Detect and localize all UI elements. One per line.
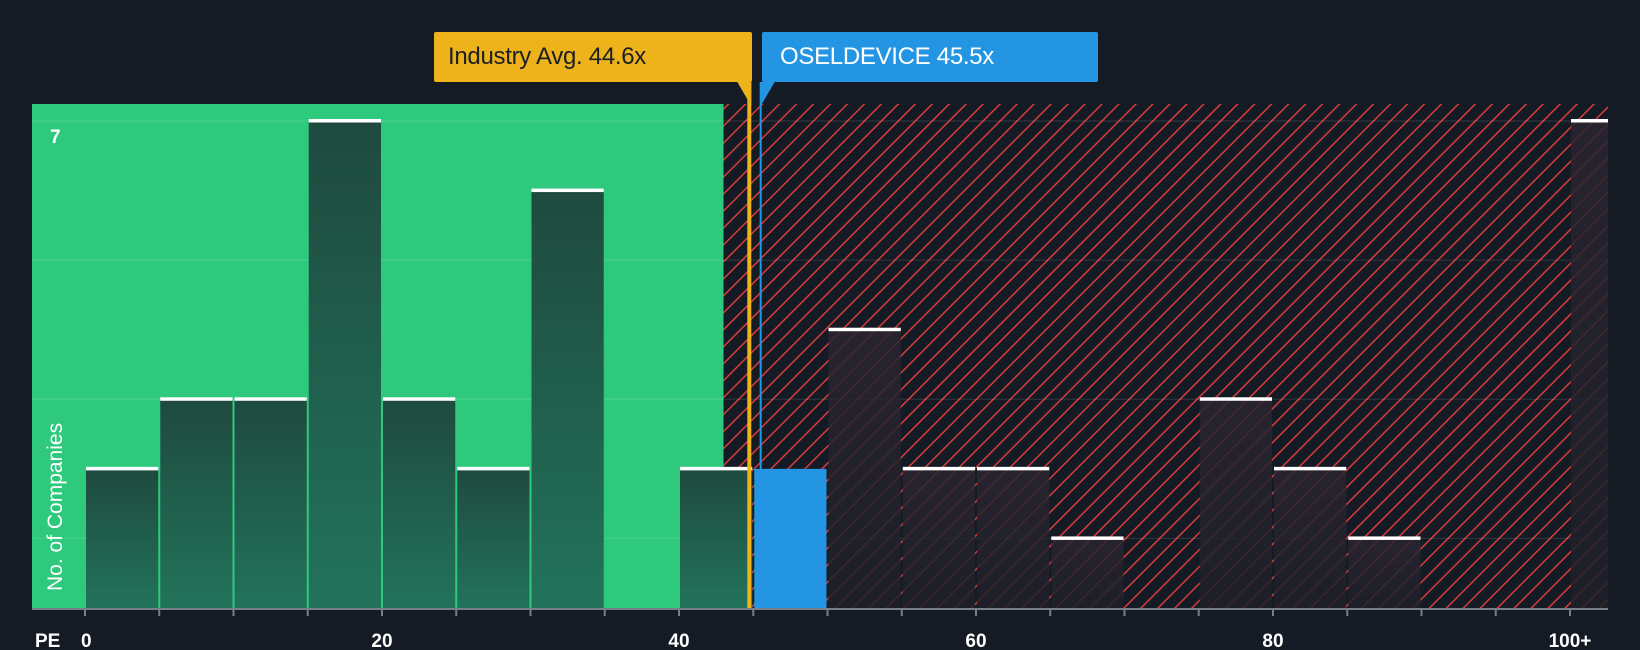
histogram-bar-100-105: [1571, 121, 1608, 608]
bar-cap: [1051, 536, 1124, 540]
bar-cap: [531, 188, 604, 193]
histogram-bar-10-15: [234, 399, 307, 608]
x-tick-label: 80: [1262, 631, 1283, 650]
histogram-bar-85-90: [1348, 538, 1421, 608]
histogram-bar-50-55: [828, 329, 901, 608]
bar-cap: [86, 466, 159, 471]
industry-average-line: [747, 82, 752, 608]
company-callout-pointer: [760, 82, 775, 106]
bar-cap: [457, 466, 530, 471]
bar-cap: [902, 466, 975, 471]
x-tick-label: 40: [668, 631, 689, 650]
y-axis-title: No. of Companies: [44, 423, 67, 591]
histogram-bar-75-80: [1199, 399, 1272, 608]
bar-cap: [160, 397, 233, 401]
histogram-bar-55-60: [902, 468, 975, 608]
x-tick-label: 20: [371, 631, 392, 650]
industry-callout-pointer: [737, 82, 752, 106]
bar-cap: [1571, 119, 1608, 123]
bar-cap: [1199, 397, 1272, 401]
x-axis-title: PE: [35, 631, 60, 650]
bar-cap: [1274, 466, 1347, 471]
bar-cap: [828, 327, 901, 332]
histogram-bar-45-50: [754, 468, 827, 608]
y-tick-label: 7: [50, 127, 61, 148]
industry-average-callout: Industry Avg. 44.6x: [434, 32, 752, 82]
histogram-bar-80-85: [1274, 468, 1347, 608]
bar-cap: [383, 397, 456, 401]
histogram-bar-15-20: [308, 121, 381, 608]
histogram-bar-5-10: [160, 399, 233, 608]
bar-cap: [977, 466, 1050, 471]
industry-average-label: Industry Avg.: [448, 43, 583, 70]
histogram-bar-0-5: [86, 468, 159, 608]
bar-cap: [234, 397, 307, 401]
x-tick-label: 60: [965, 631, 986, 650]
x-tick-label: 0: [81, 631, 92, 650]
histogram-bar-65-70: [1051, 538, 1124, 608]
histogram-bar-30-35: [531, 190, 604, 609]
company-pe-value: 45.5x: [936, 43, 995, 70]
industry-average-value: 44.6x: [588, 43, 647, 70]
company-pe-line: [759, 82, 762, 608]
bar-cap: [1348, 536, 1421, 540]
bar-cap: [308, 119, 381, 123]
x-tick-label: 100+: [1549, 631, 1592, 650]
company-pe-callout: OSELDEVICE 45.5x: [762, 32, 1098, 82]
histogram-bar-60-65: [977, 468, 1050, 608]
company-name-label: OSELDEVICE: [780, 43, 931, 70]
histogram-bar-40-45: [680, 468, 753, 608]
histogram-bar-20-25: [383, 399, 456, 608]
histogram-bar-25-30: [457, 468, 530, 608]
bar-cap: [680, 466, 753, 471]
